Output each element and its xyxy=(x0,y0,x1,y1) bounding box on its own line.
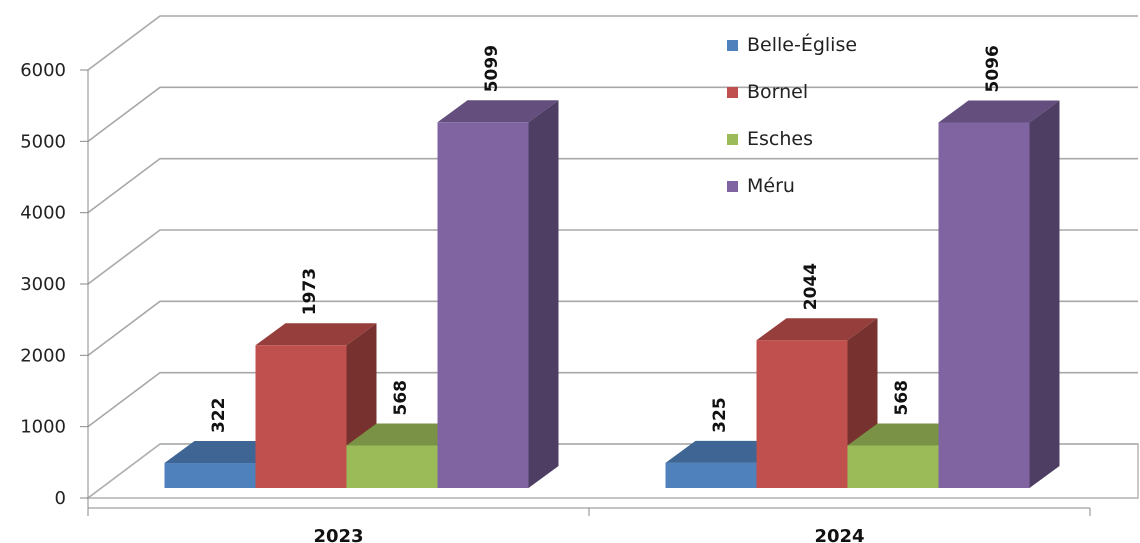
legend-item: Méru xyxy=(727,175,795,197)
bar-m-ru-2023 xyxy=(437,100,559,488)
legend-label: Méru xyxy=(747,175,795,197)
legend-swatch xyxy=(727,134,738,145)
data-label: 5096 xyxy=(983,45,1003,92)
data-label: 322 xyxy=(209,398,229,434)
x-category-label: 2023 xyxy=(313,526,363,543)
data-label: 568 xyxy=(892,380,912,416)
bars xyxy=(164,100,1060,488)
floor-plane xyxy=(85,443,1139,499)
data-label: 5099 xyxy=(482,45,502,92)
gridline xyxy=(87,300,1138,356)
legend-item: Belle-Église xyxy=(727,33,857,56)
gridline xyxy=(87,15,1138,71)
y-tick-label: 1000 xyxy=(20,417,66,438)
data-labels: 322 1973 568 5099 325 2044 568 5096 xyxy=(209,45,1003,433)
gridline xyxy=(87,229,1138,285)
y-tick-label: 5000 xyxy=(20,131,66,152)
legend-label: Bornel xyxy=(747,81,808,103)
data-label: 325 xyxy=(710,397,730,433)
data-label: 568 xyxy=(391,380,411,416)
data-label: 2044 xyxy=(801,263,821,310)
legend-label: Belle-Église xyxy=(747,33,857,56)
gridlines xyxy=(85,15,1139,499)
gridline xyxy=(87,157,1138,214)
gridline xyxy=(87,86,1138,142)
legend-item: Bornel xyxy=(727,81,808,103)
x-category-label: 2024 xyxy=(814,526,864,543)
data-label: 1973 xyxy=(300,268,320,315)
y-tick-label: 4000 xyxy=(20,203,66,224)
bar-belle-glise-2023 xyxy=(164,441,286,488)
y-tick-label: 2000 xyxy=(20,345,66,366)
y-tick-label: 6000 xyxy=(20,60,66,81)
y-tick-label: 3000 xyxy=(20,274,66,295)
legend-swatch xyxy=(727,87,738,98)
axes: 0 1000 2000 3000 4000 5000 6000 2023 2024 xyxy=(20,60,1091,543)
y-tick-label: 0 xyxy=(55,488,66,509)
legend: Belle-Église Bornel Esches Méru xyxy=(727,33,857,197)
legend-swatch xyxy=(727,181,738,192)
legend-item: Esches xyxy=(727,128,813,150)
legend-swatch xyxy=(727,40,738,51)
bar-m-ru-2024 xyxy=(938,100,1060,488)
legend-label: Esches xyxy=(747,128,813,150)
